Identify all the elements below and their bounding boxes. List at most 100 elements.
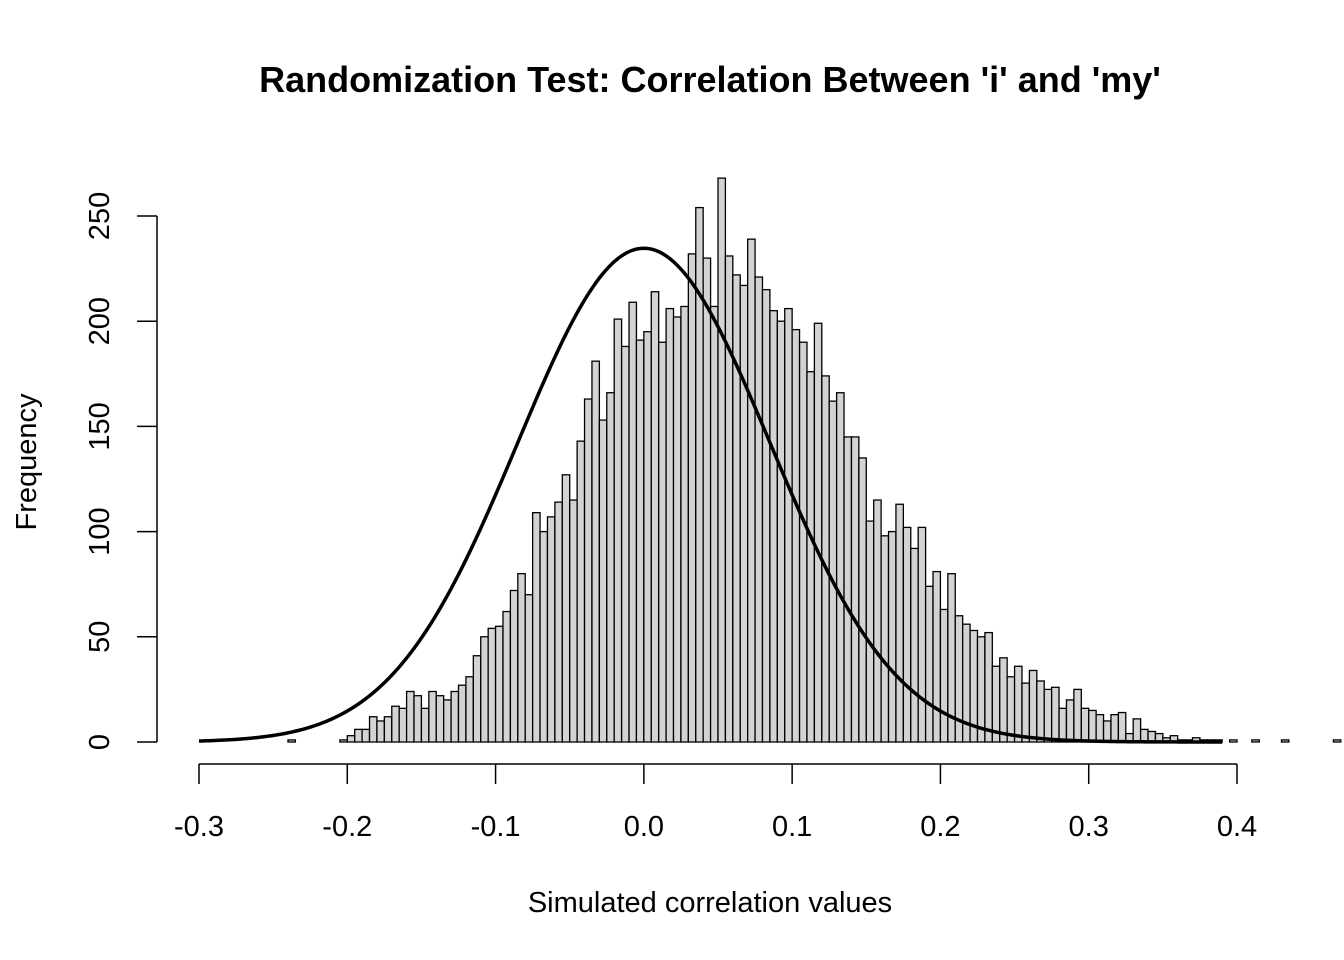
x-tick-label: 0.1 [772, 811, 812, 843]
histogram-bar [895, 503, 905, 743]
histogram-bar [999, 657, 1008, 743]
histogram-bar [850, 436, 860, 743]
histogram-bar [1280, 739, 1290, 743]
histogram-bar [910, 547, 919, 743]
histogram-bar [873, 499, 882, 743]
histogram-bar [1251, 739, 1260, 743]
histogram-bar [658, 341, 667, 743]
histogram-bar [665, 307, 675, 743]
histogram-bar [806, 371, 816, 743]
histogram-bar [428, 690, 437, 743]
histogram-bar [531, 512, 541, 743]
histogram-bar [1088, 709, 1097, 743]
histogram-bar [465, 676, 474, 743]
histogram-bar [420, 707, 430, 743]
y-tick-label: 250 [84, 192, 116, 240]
histogram-bar [635, 339, 645, 743]
histogram-bar [828, 400, 838, 743]
histogram-bar [561, 474, 571, 743]
histogram-bar [924, 585, 934, 743]
histogram-bar [472, 655, 482, 743]
histogram-bar [569, 499, 578, 743]
histogram-bar [398, 707, 408, 743]
histogram-bar [391, 705, 400, 743]
histogram-bar [932, 570, 942, 743]
histogram-bar [376, 720, 386, 743]
histogram-bar [517, 573, 526, 743]
histogram-bar [865, 520, 875, 743]
histogram-bar [1021, 682, 1031, 743]
histogram-bar [1095, 714, 1105, 743]
histogram-bar [739, 284, 749, 743]
density-curve-layer [198, 246, 1223, 744]
histogram-bar [383, 716, 393, 743]
histogram-bar [368, 716, 378, 743]
histogram-bars [287, 177, 1342, 743]
histogram-bar [1013, 665, 1023, 743]
histogram-bar [887, 530, 897, 743]
histogram-bar [354, 728, 363, 743]
histogram-bar [457, 684, 467, 743]
histogram-bar [1228, 739, 1238, 743]
histogram-bar [791, 328, 801, 743]
histogram-bar [724, 255, 734, 743]
y-tick-label: 50 [84, 621, 116, 653]
histogram-bar [732, 274, 741, 743]
histogram-bar [939, 608, 949, 743]
histogram-bar [835, 392, 845, 743]
histogram-bar [524, 594, 534, 743]
histogram-bar [487, 627, 497, 743]
histogram-bar [346, 735, 356, 743]
histogram-bar [984, 631, 993, 743]
histogram-bar [1043, 688, 1053, 743]
histogram-bar [435, 695, 445, 743]
y-tick-label: 0 [84, 734, 116, 750]
y-axis: 0 50 100 150 200 250 [84, 192, 158, 750]
chart-title: Randomization Test: Correlation Between … [259, 59, 1161, 100]
histogram-bar [502, 610, 512, 743]
histogram-bar [1332, 739, 1342, 743]
x-tick-label: -0.2 [322, 811, 372, 843]
histogram-bar [554, 501, 563, 743]
histogram-bar [405, 690, 415, 743]
histogram-bar [650, 291, 660, 743]
histogram-bar [413, 695, 423, 743]
normal-density-curve [198, 246, 1223, 744]
histogram-bar [443, 699, 452, 743]
histogram-bar [287, 739, 297, 743]
x-tick-label: 0.4 [1217, 811, 1257, 843]
y-tick-label: 150 [84, 402, 116, 450]
x-tick-label: 0.2 [920, 811, 960, 843]
x-tick-label: -0.3 [174, 811, 224, 843]
x-tick-label: 0.0 [624, 811, 664, 843]
histogram-bar [687, 253, 697, 743]
histogram-bar [598, 419, 608, 743]
histogram-bar [784, 307, 793, 743]
histogram-bar [583, 398, 593, 743]
histogram-bar [628, 301, 638, 743]
y-axis-label: Frequency [11, 393, 43, 531]
histogram-bar [1006, 676, 1016, 743]
histogram-bar [480, 636, 489, 743]
y-tick-label: 100 [84, 507, 116, 555]
histogram-bar [754, 276, 764, 743]
x-tick-label: -0.1 [471, 811, 521, 843]
x-axis-label: Simulated correlation values [528, 887, 892, 919]
histogram-bar [450, 690, 460, 743]
histogram-bar [761, 288, 771, 743]
histogram-bar [813, 322, 823, 743]
histogram-bar [539, 530, 549, 743]
histogram-bar [509, 589, 519, 743]
histogram-bar [546, 516, 556, 743]
histogram-bar [1110, 714, 1120, 743]
histogram-bar [858, 457, 867, 743]
histogram-bar [494, 625, 504, 743]
histogram-bar [917, 526, 927, 743]
histogram-bar [769, 310, 778, 743]
histogram-bar [798, 341, 808, 743]
histogram-bar [1080, 707, 1090, 743]
histogram-bar [339, 739, 348, 743]
x-axis: -0.3 -0.2 -0.1 0.0 0.1 0.2 0.3 0.4 [174, 763, 1257, 843]
histogram-bar [606, 392, 615, 743]
histogram-bar [1028, 669, 1038, 743]
